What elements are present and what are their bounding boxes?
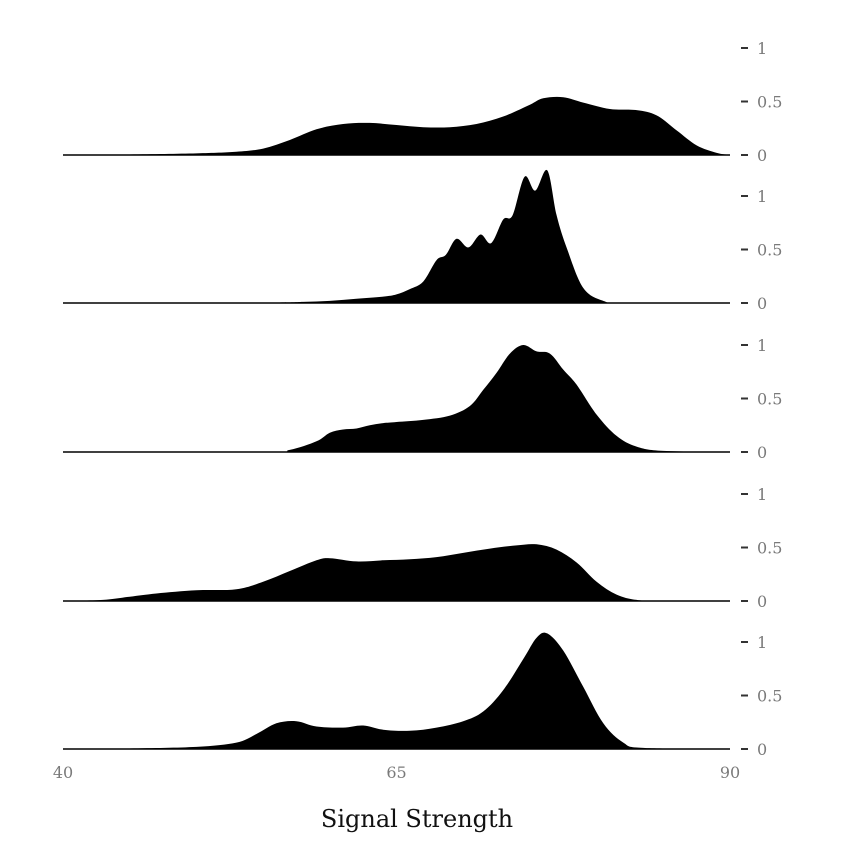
y-tick-label: 0.5 [757, 241, 782, 260]
density-area [63, 344, 730, 452]
x-axis-title: Signal Strength [321, 805, 513, 833]
y-tick-label: 0.5 [757, 93, 782, 112]
x-tick-label: 65 [386, 763, 406, 782]
y-tick-label: 1 [757, 39, 767, 58]
density-panel: 00.51 [63, 485, 782, 611]
y-tick-label: 0 [757, 443, 767, 462]
density-area [63, 544, 730, 601]
y-tick-label: 0 [757, 294, 767, 313]
density-area [63, 632, 730, 749]
y-tick-label: 1 [757, 633, 767, 652]
y-tick-label: 1 [757, 336, 767, 355]
y-tick-label: 1 [757, 485, 767, 504]
y-tick-label: 0 [757, 146, 767, 165]
x-axis-ticks: 40 65 90 [53, 763, 740, 782]
density-panel: 00.51 [63, 632, 782, 759]
y-tick-label: 0.5 [757, 390, 782, 409]
density-area [63, 96, 730, 155]
y-tick-label: 0.5 [757, 539, 782, 558]
y-tick-label: 0.5 [757, 687, 782, 706]
density-area [63, 169, 730, 303]
x-tick-label: 40 [53, 763, 73, 782]
density-panel: 00.51 [63, 169, 782, 313]
y-tick-label: 0 [757, 740, 767, 759]
density-panel: 00.51 [63, 39, 782, 165]
density-panel: 00.51 [63, 336, 782, 462]
x-tick-label: 90 [720, 763, 740, 782]
y-tick-label: 1 [757, 187, 767, 206]
y-tick-label: 0 [757, 592, 767, 611]
